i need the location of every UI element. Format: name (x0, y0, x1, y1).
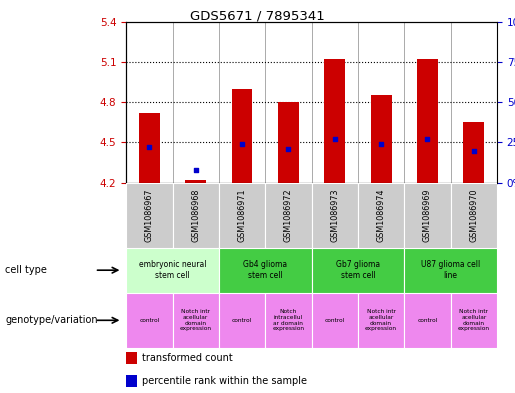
Bar (451, 293, 497, 348)
Bar (404, 293, 451, 348)
Bar (371, 95, 391, 183)
Bar (278, 102, 299, 183)
Point (470, 147, 478, 154)
Bar (464, 122, 484, 183)
Bar (265, 183, 312, 248)
Bar (404, 183, 451, 248)
Text: Notch intr
acellular
domain
expression: Notch intr acellular domain expression (180, 309, 212, 331)
Bar (451, 183, 497, 248)
Bar (312, 183, 358, 248)
Text: embryonic neural
stem cell: embryonic neural stem cell (139, 261, 207, 280)
Bar (265, 293, 312, 348)
Bar (404, 248, 497, 293)
Bar (185, 180, 206, 183)
Text: Notch
intracellul
ar domain
expression: Notch intracellul ar domain expression (272, 309, 304, 331)
Bar (417, 59, 438, 183)
Bar (219, 248, 312, 293)
Bar (126, 375, 136, 387)
Bar (126, 352, 136, 364)
Bar (173, 183, 219, 248)
Text: transformed count: transformed count (142, 353, 232, 363)
Bar (126, 248, 219, 293)
Text: GDS5671 / 7895341: GDS5671 / 7895341 (190, 10, 325, 23)
Text: control: control (324, 318, 345, 323)
Point (284, 146, 293, 152)
Bar (358, 293, 404, 348)
Point (192, 167, 200, 173)
Text: GSM1086972: GSM1086972 (284, 188, 293, 242)
Bar (358, 183, 404, 248)
Text: cell type: cell type (5, 265, 47, 275)
Bar (126, 183, 173, 248)
Bar (312, 293, 358, 348)
Text: Notch intr
acellular
domain
expression: Notch intr acellular domain expression (365, 309, 397, 331)
Text: GSM1086968: GSM1086968 (191, 189, 200, 242)
Text: Gb4 glioma
stem cell: Gb4 glioma stem cell (243, 261, 287, 280)
Bar (219, 183, 265, 248)
Bar (126, 293, 173, 348)
Bar (324, 59, 345, 183)
Text: GSM1086974: GSM1086974 (376, 188, 386, 242)
Bar (312, 248, 404, 293)
Text: percentile rank within the sample: percentile rank within the sample (142, 376, 307, 386)
Text: GSM1086969: GSM1086969 (423, 188, 432, 242)
Point (145, 144, 153, 151)
Point (423, 136, 432, 142)
Text: GSM1086970: GSM1086970 (469, 188, 478, 242)
Text: GSM1086971: GSM1086971 (237, 188, 247, 242)
Text: control: control (417, 318, 438, 323)
Text: GSM1086967: GSM1086967 (145, 188, 154, 242)
Bar (139, 113, 160, 183)
Point (238, 141, 246, 147)
Bar (232, 89, 252, 183)
Point (377, 141, 385, 147)
Bar (219, 293, 265, 348)
Text: U87 glioma cell
line: U87 glioma cell line (421, 261, 480, 280)
Text: control: control (139, 318, 160, 323)
Text: Notch intr
acellular
domain
expression: Notch intr acellular domain expression (458, 309, 490, 331)
Point (331, 136, 339, 142)
Text: GSM1086973: GSM1086973 (330, 188, 339, 242)
Text: control: control (232, 318, 252, 323)
Bar (173, 293, 219, 348)
Text: Gb7 glioma
stem cell: Gb7 glioma stem cell (336, 261, 380, 280)
Text: genotype/variation: genotype/variation (5, 315, 98, 325)
